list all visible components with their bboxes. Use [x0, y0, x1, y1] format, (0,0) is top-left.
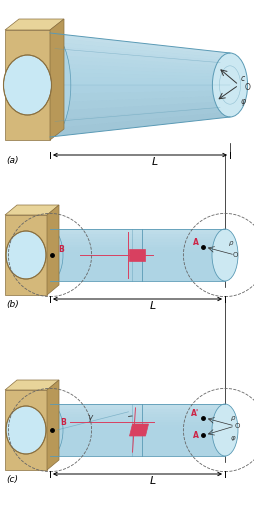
Polygon shape [50, 42, 229, 61]
Text: A': A' [190, 409, 198, 418]
Text: O: O [234, 423, 240, 429]
Ellipse shape [212, 53, 247, 117]
Text: B: B [60, 418, 66, 427]
Polygon shape [5, 30, 50, 140]
Text: ρ: ρ [228, 240, 233, 246]
Polygon shape [50, 37, 229, 58]
Polygon shape [50, 420, 224, 422]
Polygon shape [5, 215, 47, 295]
Text: L: L [149, 301, 155, 311]
Polygon shape [50, 404, 224, 456]
Ellipse shape [4, 55, 51, 115]
Ellipse shape [211, 404, 237, 456]
Polygon shape [50, 412, 224, 414]
Polygon shape [47, 380, 59, 470]
Text: A: A [192, 431, 198, 440]
Polygon shape [5, 390, 47, 470]
Polygon shape [50, 19, 64, 140]
Polygon shape [50, 46, 229, 63]
Ellipse shape [37, 229, 63, 281]
Text: O: O [244, 83, 250, 92]
Polygon shape [50, 407, 224, 409]
Polygon shape [5, 19, 64, 30]
Text: A: A [192, 238, 198, 247]
Polygon shape [50, 55, 229, 69]
Polygon shape [50, 239, 224, 242]
Polygon shape [50, 106, 229, 128]
Text: O: O [232, 252, 237, 258]
Polygon shape [5, 205, 59, 215]
Polygon shape [47, 205, 59, 295]
Text: φ: φ [240, 97, 245, 106]
Text: (c): (c) [6, 475, 18, 484]
Text: φ: φ [230, 435, 235, 441]
Polygon shape [50, 417, 224, 420]
Text: B: B [58, 245, 64, 254]
Text: γ: γ [87, 413, 92, 422]
Polygon shape [50, 404, 224, 407]
Text: ρ: ρ [230, 415, 235, 421]
Text: L: L [151, 157, 157, 167]
Text: L: L [149, 476, 155, 486]
Text: c: c [240, 74, 244, 83]
Polygon shape [50, 242, 224, 244]
Polygon shape [50, 229, 224, 281]
Ellipse shape [6, 231, 46, 279]
Polygon shape [50, 63, 229, 74]
Polygon shape [5, 380, 59, 390]
Ellipse shape [211, 229, 237, 281]
Text: (b): (b) [6, 300, 19, 309]
Polygon shape [50, 101, 229, 120]
Polygon shape [50, 234, 224, 237]
Polygon shape [50, 33, 229, 137]
Polygon shape [50, 229, 224, 231]
Polygon shape [50, 414, 224, 417]
Polygon shape [50, 59, 229, 72]
Polygon shape [50, 409, 224, 412]
Polygon shape [50, 50, 229, 67]
Ellipse shape [6, 406, 46, 454]
Ellipse shape [37, 404, 63, 456]
Polygon shape [129, 424, 148, 436]
Text: (a): (a) [6, 156, 19, 165]
Ellipse shape [29, 33, 71, 137]
Polygon shape [50, 244, 224, 247]
Polygon shape [50, 237, 224, 239]
Polygon shape [50, 112, 229, 137]
Polygon shape [129, 249, 145, 261]
Polygon shape [50, 33, 229, 56]
Polygon shape [50, 231, 224, 234]
